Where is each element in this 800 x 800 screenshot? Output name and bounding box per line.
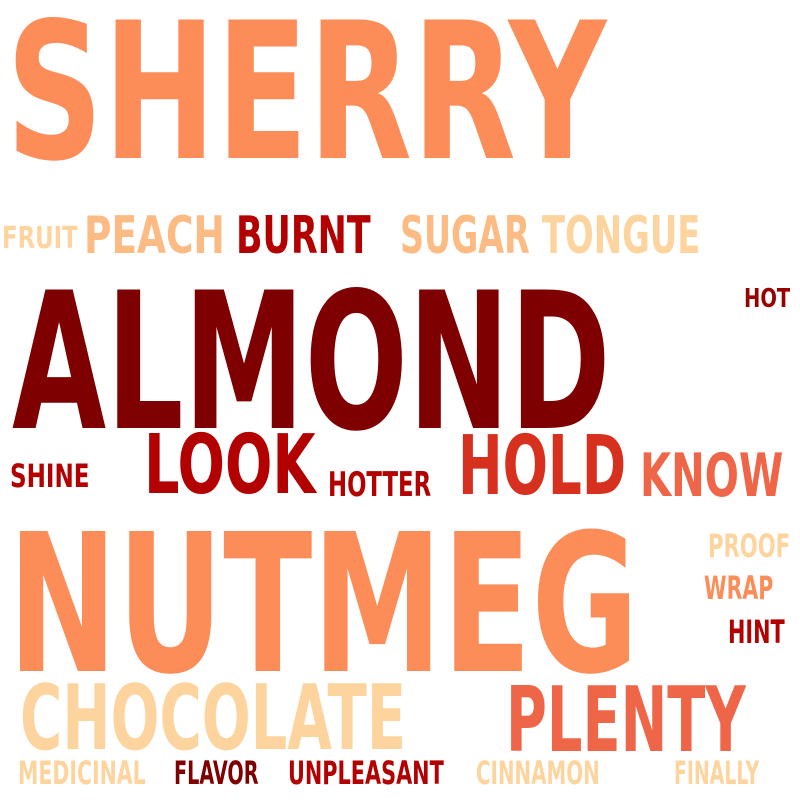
word-hot: HOT	[744, 284, 791, 314]
word-plenty: PLENTY	[506, 668, 746, 773]
word-know: KNOW	[640, 441, 784, 511]
word-finally: FINALLY	[674, 754, 760, 792]
word-nutmeg: NUTMEG	[8, 494, 639, 717]
word-flavor: FLAVOR	[174, 754, 259, 792]
word-unpleasant: UNPLEASANT	[288, 754, 444, 792]
word-hint: HINT	[728, 613, 785, 651]
word-burnt: BURNT	[236, 206, 371, 266]
word-hotter: HOTTER	[328, 465, 432, 505]
word-look: LOOK	[144, 418, 316, 513]
word-medicinal: MEDICINAL	[18, 754, 146, 792]
word-proof: PROOF	[708, 527, 791, 565]
word-cinnamon: CINNAMON	[476, 754, 600, 792]
word-shine: SHINE	[10, 457, 90, 495]
word-peach: PEACH	[84, 206, 225, 266]
word-hold: HOLD	[458, 419, 627, 514]
word-tongue: TONGUE	[542, 206, 701, 266]
word-fruit: FRUIT	[2, 221, 78, 256]
word-sugar: SUGAR	[400, 206, 530, 266]
word-chocolate: CHOCOLATE	[20, 666, 407, 771]
word-almond: ALMOND	[12, 252, 611, 473]
word-sherry: SHERRY	[6, 0, 607, 203]
word-wrap: WRAP	[704, 569, 774, 607]
